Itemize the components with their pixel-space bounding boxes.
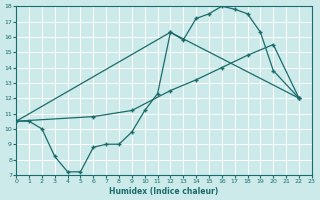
- X-axis label: Humidex (Indice chaleur): Humidex (Indice chaleur): [109, 187, 219, 196]
